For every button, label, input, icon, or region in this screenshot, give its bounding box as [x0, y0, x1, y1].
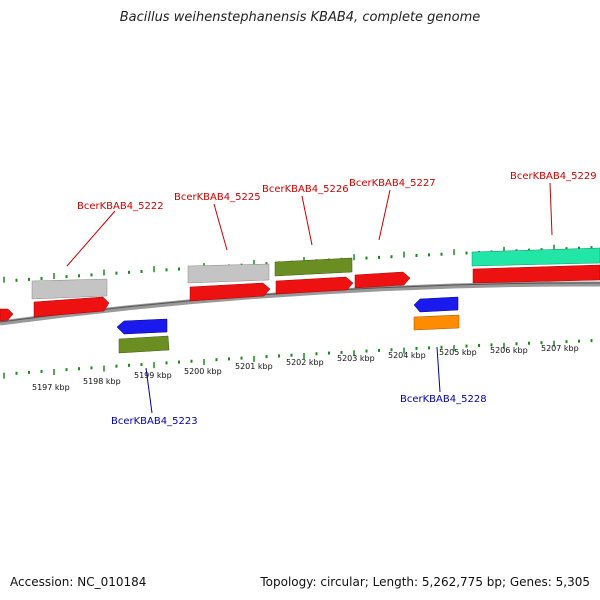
gene-label[interactable]: BcerKBAB4_5227 — [349, 178, 436, 189]
scale-label: 5205 kbp — [439, 348, 477, 357]
gene-feature-gray[interactable] — [187, 263, 270, 284]
cds-arrow[interactable] — [275, 276, 354, 295]
leader-line — [145, 367, 153, 414]
gene-feature-olive[interactable] — [118, 335, 170, 354]
forward-genes — [0, 247, 600, 322]
gene-feature-olive[interactable] — [274, 257, 353, 277]
accession-text: Accession: NC_010184 — [10, 575, 147, 589]
gene-label[interactable]: BcerKBAB4_5222 — [77, 201, 164, 212]
scale-label: 5201 kbp — [235, 362, 273, 371]
inner-tick-track — [3, 339, 593, 379]
leader-line — [66, 210, 116, 267]
gene-feature-teal[interactable] — [471, 247, 600, 267]
scale-labels: 5197 kbp 5198 kbp 5199 kbp 5200 kbp 5201… — [32, 344, 579, 392]
cds-arrow[interactable] — [0, 308, 14, 322]
cds-arrow[interactable] — [189, 282, 271, 302]
leader-line — [301, 195, 313, 246]
scale-label: 5207 kbp — [541, 344, 579, 353]
gene-labels: BcerKBAB4_5222 BcerKBAB4_5225 BcerKBAB4_… — [77, 171, 597, 427]
map-title: Bacillus weihenstephanensis KBAB4, compl… — [119, 10, 481, 25]
cds-arrow[interactable] — [33, 296, 110, 318]
gene-label[interactable]: BcerKBAB4_5229 — [510, 171, 597, 182]
cds-arrow[interactable] — [472, 264, 600, 284]
leader-line — [378, 189, 391, 241]
leader-line — [549, 182, 553, 236]
scale-label: 5198 kbp — [83, 377, 121, 386]
scale-label: 5197 kbp — [32, 383, 70, 392]
genome-stats-text: Topology: circular; Length: 5,262,775 bp… — [260, 575, 590, 589]
scale-label: 5202 kbp — [286, 358, 324, 367]
scale-label: 5206 kbp — [490, 346, 528, 355]
gene-label[interactable]: BcerKBAB4_5223 — [111, 416, 198, 427]
leader-line — [213, 203, 228, 251]
gene-label[interactable]: BcerKBAB4_5226 — [262, 184, 349, 195]
leader-line — [436, 346, 441, 393]
scale-label: 5204 kbp — [388, 351, 426, 360]
scale-label: 5200 kbp — [184, 367, 222, 376]
reverse-genes — [116, 296, 460, 354]
label-leaders — [66, 182, 553, 414]
cds-arrow[interactable] — [354, 271, 411, 289]
scale-label: 5203 kbp — [337, 354, 375, 363]
cds-arrow-reverse[interactable] — [413, 296, 459, 313]
gene-label[interactable]: BcerKBAB4_5228 — [400, 394, 487, 405]
cds-arrow-reverse[interactable] — [116, 318, 168, 335]
gene-label[interactable]: BcerKBAB4_5225 — [174, 192, 261, 203]
gene-feature-gray[interactable] — [31, 278, 108, 300]
scale-label: 5199 kbp — [134, 371, 172, 380]
gene-feature-orange[interactable] — [413, 314, 460, 331]
